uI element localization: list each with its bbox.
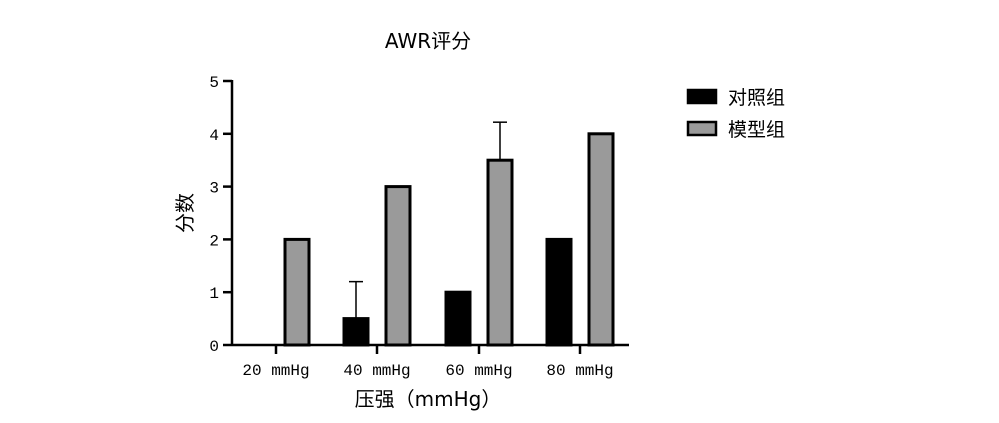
legend-label: 模型组: [728, 119, 785, 141]
bar-model: [384, 185, 412, 347]
error-bars: [349, 121, 507, 319]
legend-swatch: [686, 120, 718, 137]
legend-swatch: [686, 88, 718, 105]
x-ticks: 20 mmHg 40 mmHg 60 mmHg 80 mmHg: [242, 345, 614, 380]
chart-title: AWR评分: [385, 29, 471, 53]
bar-control: [545, 237, 573, 347]
y-axis-label: 分数: [173, 193, 197, 233]
x-axis-label: 压强（mmHg）: [355, 387, 502, 411]
x-tick-label: 40 mmHg: [343, 362, 410, 380]
bar-control: [342, 317, 370, 347]
bar-control: [444, 290, 472, 347]
x-tick-label: 80 mmHg: [546, 362, 613, 380]
legend-label: 对照组: [728, 87, 785, 109]
bar-model: [587, 132, 615, 347]
y-ticks: 0 1 2 3 4 5: [209, 74, 232, 356]
y-tick-label: 1: [209, 285, 219, 303]
y-tick-label: 4: [209, 127, 219, 145]
y-tick-label: 3: [209, 180, 219, 198]
x-tick-label: 20 mmHg: [242, 362, 309, 380]
y-tick-label: 0: [209, 338, 219, 356]
x-tick-label: 60 mmHg: [445, 362, 512, 380]
bar-model: [486, 158, 514, 347]
y-tick-label: 2: [209, 232, 219, 250]
y-tick-label: 5: [209, 74, 219, 92]
bars: [283, 132, 615, 347]
bar-model: [283, 237, 311, 347]
